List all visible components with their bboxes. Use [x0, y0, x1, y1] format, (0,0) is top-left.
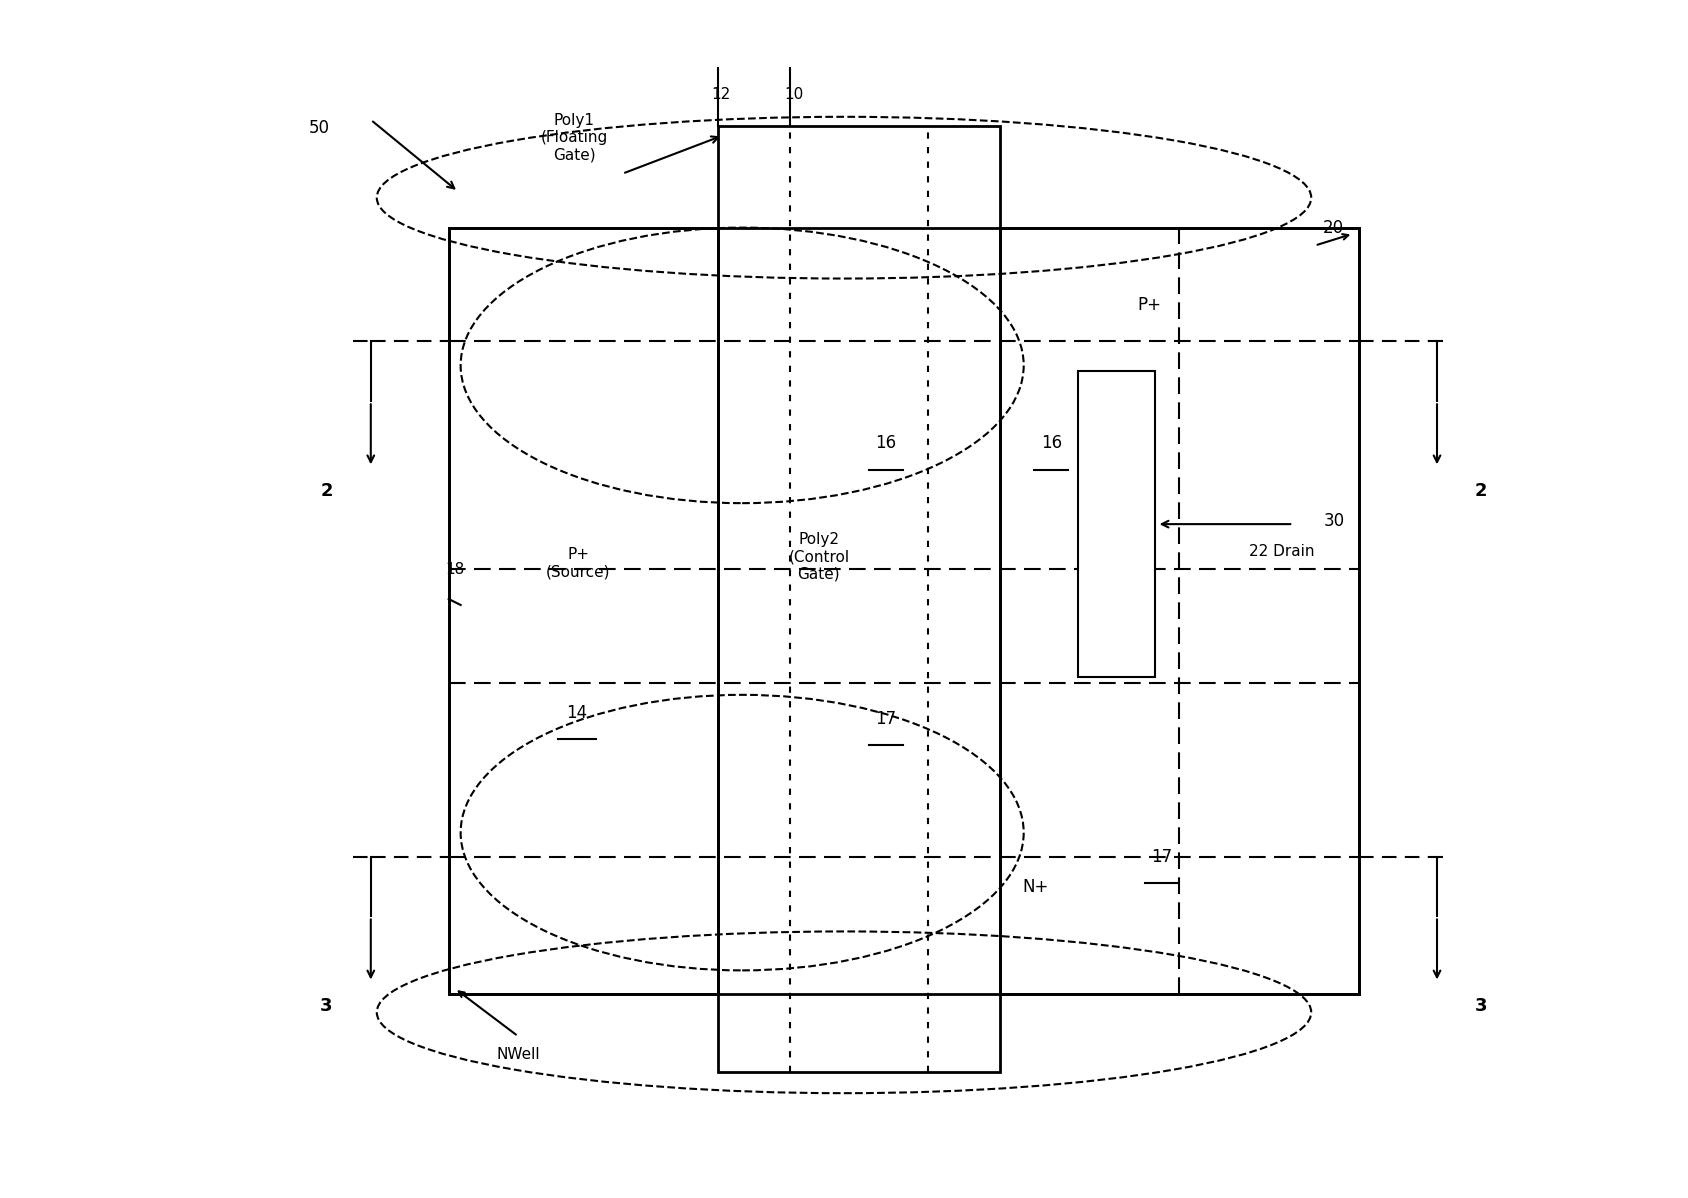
Text: 12: 12 [711, 86, 731, 102]
Text: 18: 18 [446, 562, 464, 576]
Text: 50: 50 [309, 119, 329, 138]
Text: Poly1
(Floating
Gate): Poly1 (Floating Gate) [540, 113, 608, 163]
Text: 20: 20 [1323, 218, 1344, 237]
Text: 16: 16 [1041, 434, 1062, 453]
Bar [717, 126, 999, 1072]
Text: 22 Drain: 22 Drain [1249, 544, 1315, 558]
Text: NWell: NWell [496, 1047, 540, 1061]
Bar [449, 228, 717, 994]
Text: 17: 17 [1151, 847, 1171, 866]
Text: 30: 30 [1323, 512, 1344, 531]
Text: 14: 14 [565, 703, 587, 722]
Text: P+
(Source): P+ (Source) [545, 546, 611, 580]
Text: 16: 16 [876, 434, 896, 453]
Text: Poly2
(Control
Gate): Poly2 (Control Gate) [788, 532, 849, 582]
Text: N+: N+ [1023, 877, 1048, 896]
Text: 10: 10 [783, 86, 803, 102]
Text: 3: 3 [1475, 997, 1487, 1016]
Text: P+: P+ [1138, 296, 1161, 315]
Text: 2: 2 [1475, 482, 1487, 501]
Bar [449, 228, 1359, 994]
Text: 3: 3 [321, 997, 333, 1016]
Bar [1077, 371, 1156, 677]
Text: 2: 2 [321, 482, 333, 501]
Text: 17: 17 [876, 709, 896, 728]
Bar [999, 228, 1359, 994]
